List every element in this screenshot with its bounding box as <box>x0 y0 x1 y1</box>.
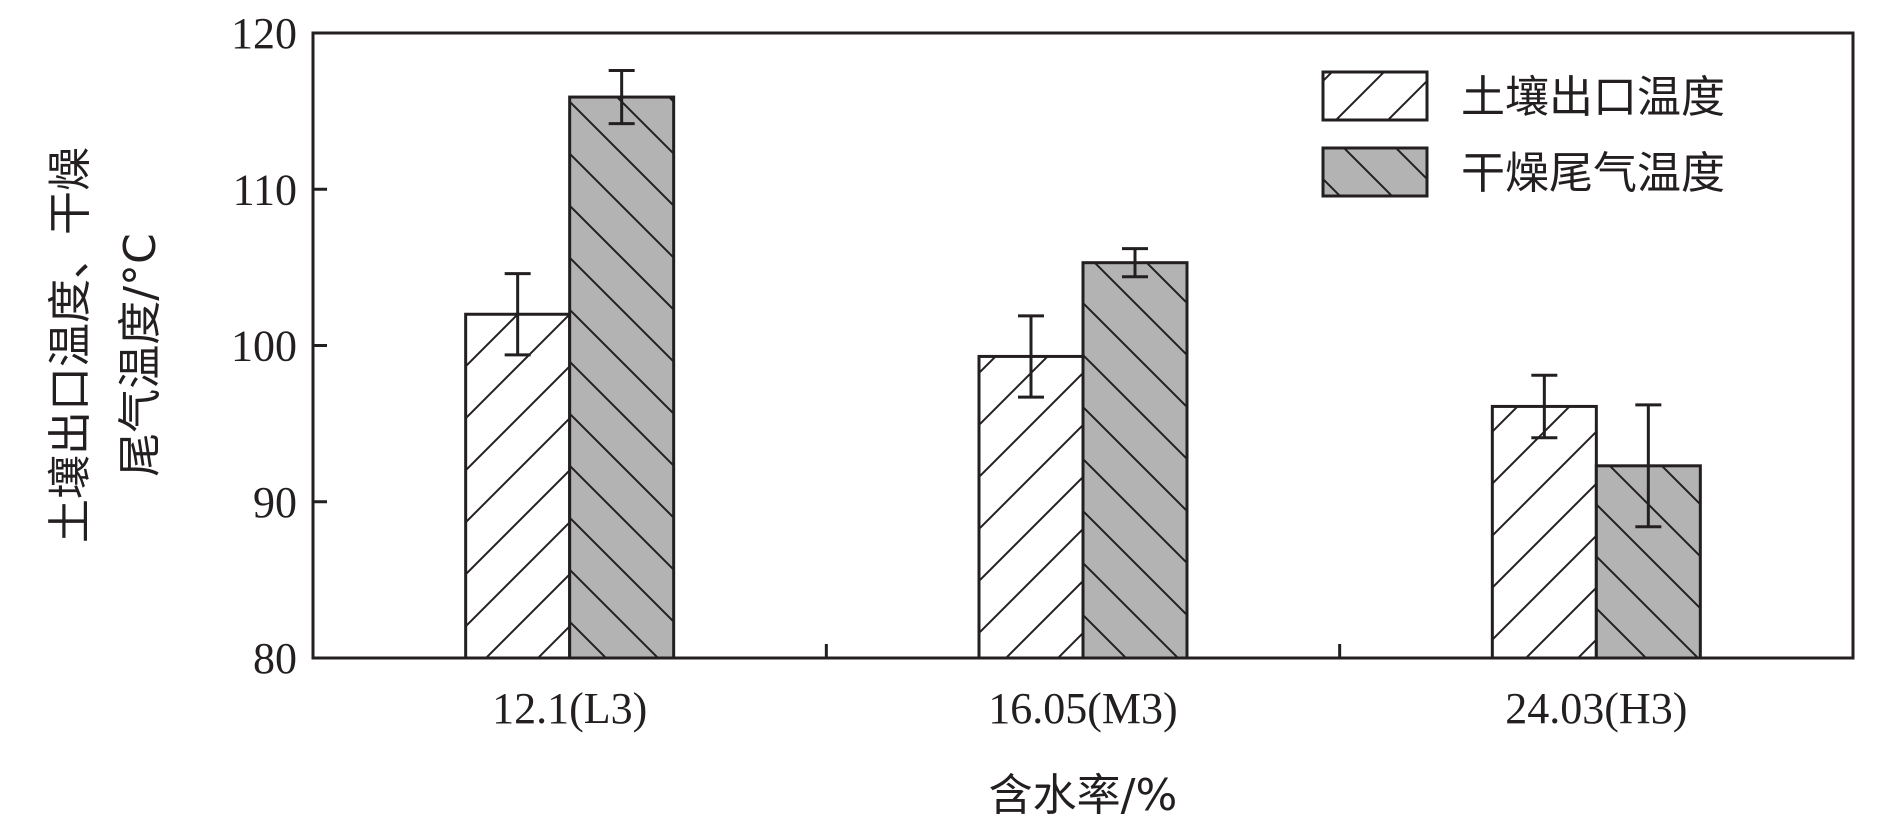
legend-label-0: 土壤出口温度 <box>1461 72 1725 123</box>
bars <box>464 69 1702 660</box>
y-axis-title-line-1: 土壤出口温度、干燥 <box>45 147 96 543</box>
legend-label-1: 干燥尾气温度 <box>1461 148 1725 199</box>
x-tick-label-1: 16.05(M3) <box>988 684 1177 733</box>
x-tick-label-0: 12.1(L3) <box>492 684 647 733</box>
y-tick-label-2: 100 <box>231 322 297 371</box>
bar-s1-c1 <box>1081 261 1189 660</box>
bar-s0-c1 <box>977 354 1085 660</box>
legend-swatch-1 <box>1321 146 1429 198</box>
y-tick-label-3: 110 <box>233 165 297 214</box>
x-axis: 12.1(L3) 16.05(M3) 24.03(H3) <box>492 644 1687 733</box>
legend-swatch-0 <box>1321 70 1429 122</box>
y-tick-label-4: 120 <box>231 9 297 58</box>
bar-s1-c0 <box>568 95 676 660</box>
y-axis-title-line-2: 尾气温度/°C <box>115 233 166 477</box>
y-tick-label-0: 80 <box>253 634 297 683</box>
x-tick-label-2: 24.03(H3) <box>1505 684 1687 733</box>
bar-s0-c0 <box>464 312 572 660</box>
bar-s0-c2 <box>1490 404 1598 660</box>
y-tick-label-1: 90 <box>253 478 297 527</box>
x-axis-title: 含水率/% <box>989 770 1178 821</box>
y-axis: 80 90 100 110 120 <box>231 9 327 683</box>
